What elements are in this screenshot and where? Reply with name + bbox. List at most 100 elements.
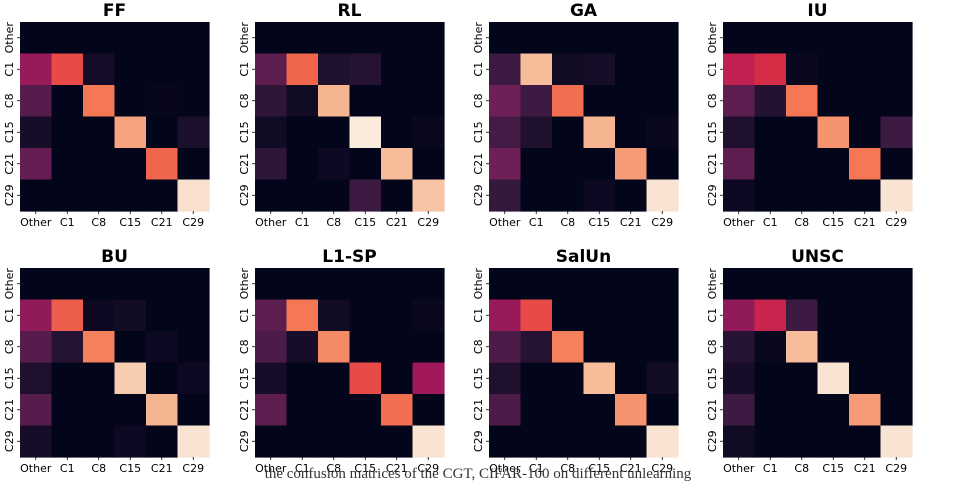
y-tick-label: C29: [238, 430, 251, 452]
x-tick-label: C1: [763, 462, 778, 475]
heatmap-cell: [381, 85, 414, 118]
heatmap-cell: [520, 268, 553, 301]
y-tick-label: C8: [706, 339, 719, 354]
y-tick-label: C1: [472, 308, 485, 323]
heatmap-cell: [177, 179, 210, 212]
heatmap-cell: [412, 268, 445, 301]
heatmap-cell: [646, 362, 679, 395]
x-tick-label: C15: [588, 216, 610, 229]
heatmap-cell: [318, 85, 351, 118]
heatmap-cell: [646, 268, 679, 301]
heatmap-cell: [20, 116, 53, 149]
heatmap-cell: [318, 179, 351, 212]
heatmap-cell: [114, 331, 147, 364]
heatmap-cell: [286, 268, 319, 301]
heatmap-cell: [583, 299, 616, 332]
heatmap-cell: [786, 22, 819, 55]
heatmap-cell: [412, 22, 445, 55]
x-tick-label: C8: [794, 462, 809, 475]
y-tick-label: Other: [472, 268, 485, 300]
heatmap-title: BU: [101, 247, 128, 267]
heatmap-cell: [723, 53, 756, 86]
heatmap-cell: [583, 362, 616, 395]
heatmap-cell: [20, 299, 53, 332]
y-tick-label: C21: [238, 399, 251, 421]
heatmap-unsc: UNSC Other C1 C8 C15 C21 C29 Other C1 C8 C15 C21 C29: [706, 247, 913, 475]
heatmap-cell: [146, 394, 179, 427]
heatmap-cell: [381, 299, 414, 332]
heatmap-cell: [255, 116, 288, 149]
heatmap-cell: [520, 179, 553, 212]
heatmap-cell: [349, 179, 382, 212]
heatmap-cell: [615, 22, 648, 55]
heatmap-cell: [552, 299, 585, 332]
y-tick-label: Other: [3, 22, 16, 54]
x-tick-label: C21: [151, 462, 173, 475]
heatmap-cell: [583, 179, 616, 212]
x-tick-label: C15: [822, 216, 844, 229]
x-tick-label: Other: [255, 216, 287, 229]
x-tick-label: C21: [854, 462, 876, 475]
heatmap-cell: [489, 394, 522, 427]
x-tick-label: C15: [119, 216, 141, 229]
y-tick-label: C15: [706, 367, 719, 389]
heatmap-cell: [412, 299, 445, 332]
heatmap-cell: [20, 425, 53, 458]
heatmap-cell: [114, 53, 147, 86]
x-tick-label: C1: [60, 216, 75, 229]
heatmap-cell: [880, 85, 913, 118]
heatmap-cell: [318, 299, 351, 332]
heatmap-cell: [786, 148, 819, 181]
heatmap-cell: [646, 148, 679, 181]
heatmap-cell: [646, 179, 679, 212]
heatmap-cell: [489, 22, 522, 55]
heatmap-cell: [849, 22, 882, 55]
heatmap-cell: [146, 425, 179, 458]
figure-caption: the confusion matrices of the CGT, CIFAR…: [264, 466, 692, 482]
heatmap-cell: [615, 53, 648, 86]
heatmap-title: SalUn: [556, 247, 611, 267]
heatmap-cell: [349, 116, 382, 149]
heatmap-cell: [552, 179, 585, 212]
heatmap-cell: [146, 85, 179, 118]
heatmap-cell: [552, 85, 585, 118]
heatmap-cell: [349, 268, 382, 301]
heatmap-cell: [646, 394, 679, 427]
heatmap-cell: [583, 331, 616, 364]
heatmap-cell: [754, 425, 787, 458]
heatmap-cell: [20, 53, 53, 86]
heatmap-cell: [849, 394, 882, 427]
heatmap-bu: BU Other C1 C8 C15 C21 C29 Other C1 C8 C15 C21 C29: [3, 247, 210, 475]
heatmap-cell: [552, 425, 585, 458]
heatmap-cell: [615, 425, 648, 458]
heatmap-cell: [615, 394, 648, 427]
heatmap-cell: [817, 394, 850, 427]
heatmap-cell: [489, 148, 522, 181]
heatmap-cell: [318, 22, 351, 55]
heatmap-cell: [83, 22, 116, 55]
heatmap-cell: [381, 268, 414, 301]
heatmap-cell: [349, 148, 382, 181]
heatmap-cell: [786, 116, 819, 149]
y-tick-label: C15: [3, 121, 16, 143]
heatmap-cell: [489, 299, 522, 332]
heatmap-cell: [817, 331, 850, 364]
heatmap-cell: [177, 85, 210, 118]
x-tick-label: C29: [885, 216, 907, 229]
x-tick-label: C29: [182, 462, 204, 475]
heatmap-cell: [615, 148, 648, 181]
heatmap-cell: [754, 53, 787, 86]
x-tick-label: C8: [326, 462, 341, 475]
y-tick-label: C8: [3, 339, 16, 354]
heatmap-l1-sp: L1-SP Other C1 C8 C15 C21 C29 Other C1 C8 C15 C21 C2…: [238, 247, 445, 475]
heatmap-cell: [880, 362, 913, 395]
heatmap-cell: [754, 331, 787, 364]
heatmap-cell: [20, 268, 53, 301]
heatmap-cell: [552, 268, 585, 301]
heatmap-cell: [723, 299, 756, 332]
heatmap-cell: [51, 116, 84, 149]
heatmap-cell: [177, 331, 210, 364]
heatmap-cell: [146, 116, 179, 149]
heatmap-cell: [177, 394, 210, 427]
heatmap-cell: [146, 179, 179, 212]
